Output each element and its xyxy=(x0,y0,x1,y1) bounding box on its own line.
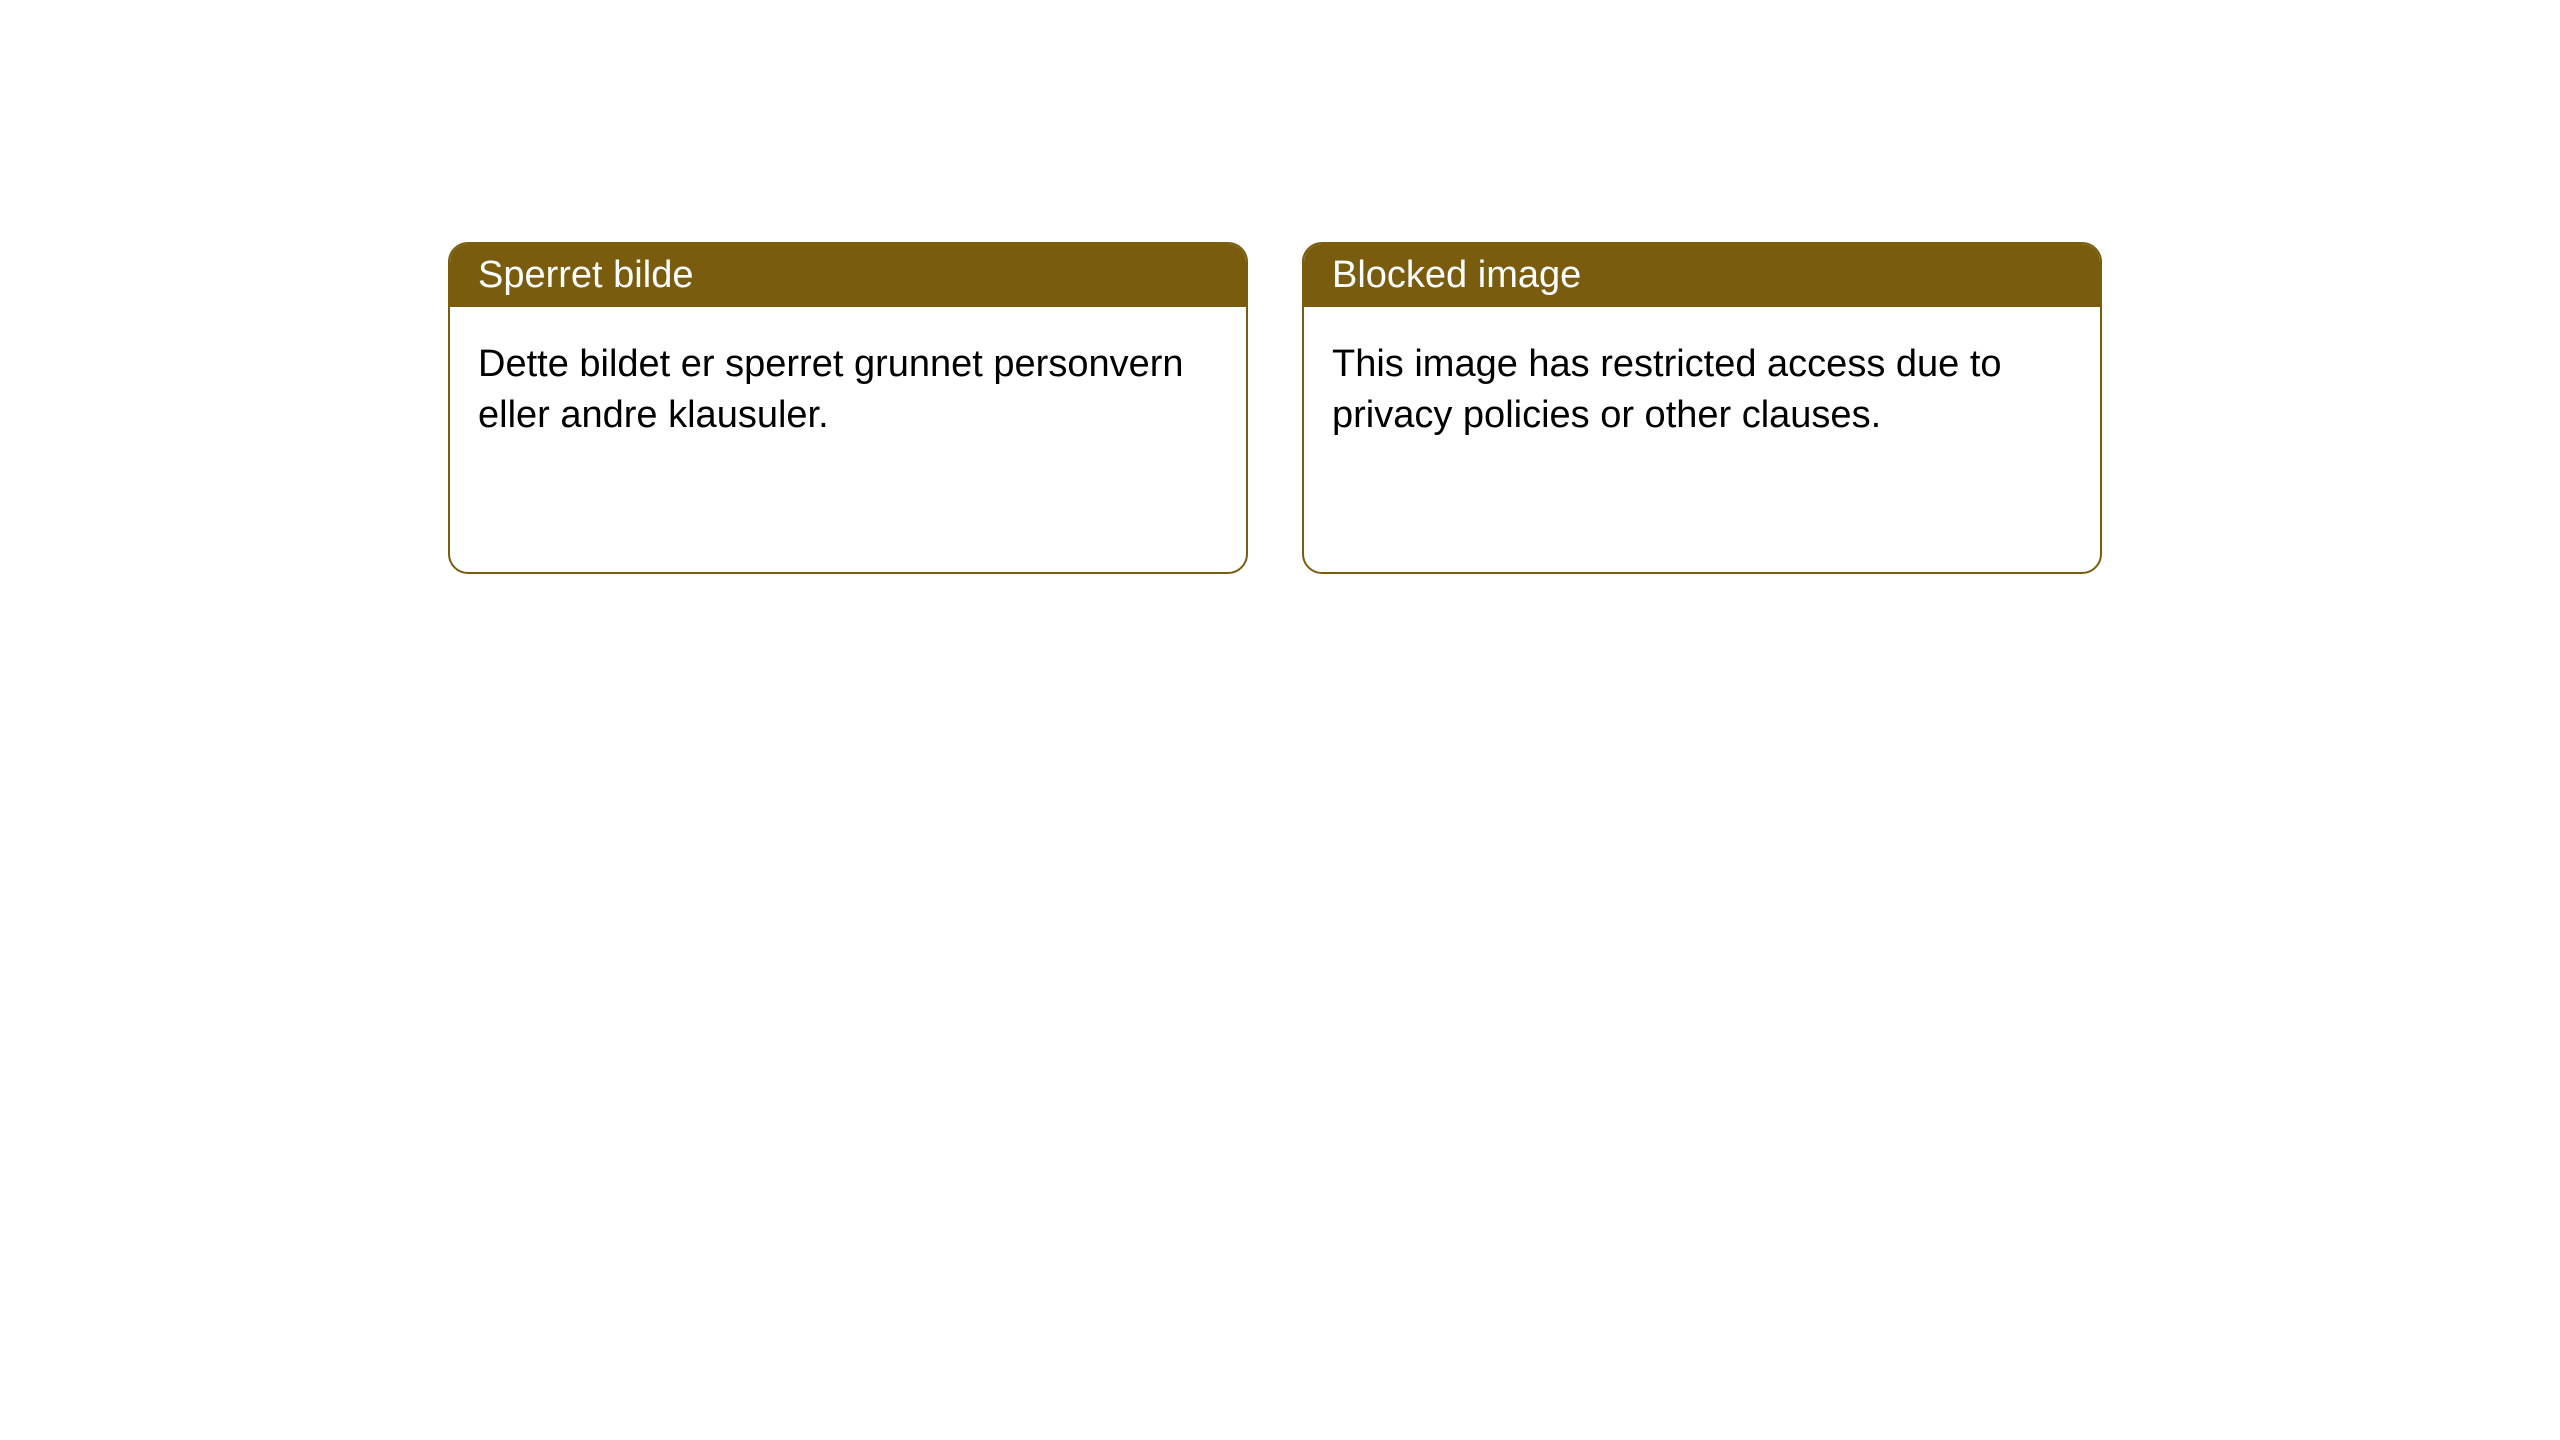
notice-container: Sperret bilde Dette bildet er sperret gr… xyxy=(0,0,2560,574)
notice-title-english: Blocked image xyxy=(1304,244,2100,307)
notice-card-norwegian: Sperret bilde Dette bildet er sperret gr… xyxy=(448,242,1248,574)
notice-body-english: This image has restricted access due to … xyxy=(1304,307,2100,474)
notice-title-norwegian: Sperret bilde xyxy=(450,244,1246,307)
notice-body-norwegian: Dette bildet er sperret grunnet personve… xyxy=(450,307,1246,474)
notice-card-english: Blocked image This image has restricted … xyxy=(1302,242,2102,574)
